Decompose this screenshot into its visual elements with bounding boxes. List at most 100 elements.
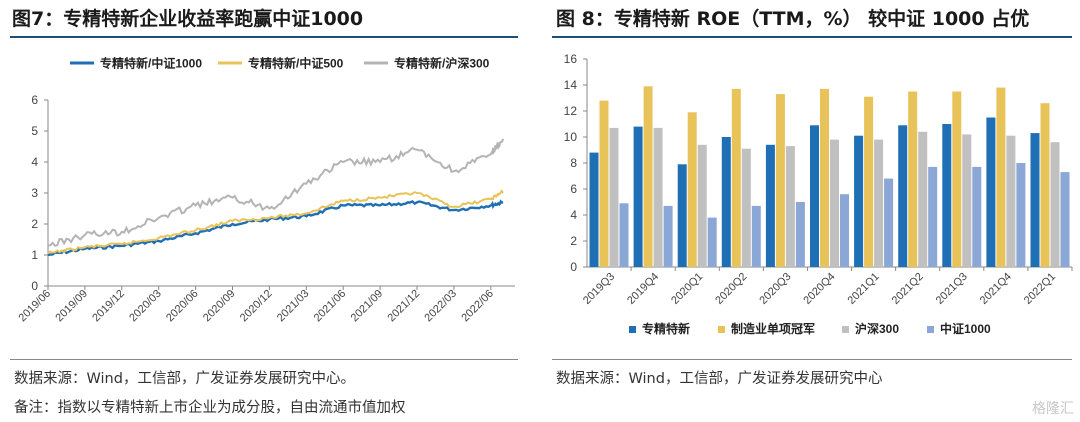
right-bar-0 — [898, 125, 908, 267]
left-series-line-2 — [47, 138, 505, 247]
left-x-tick-label: 2021/09 — [349, 288, 386, 325]
right-bar-2 — [962, 134, 972, 267]
right-bar-2 — [785, 146, 795, 267]
left-x-tick-label: 2019/06 — [17, 288, 54, 325]
left-bottom-rule — [10, 359, 518, 360]
right-bar-3 — [751, 205, 761, 267]
right-bar-1 — [643, 86, 653, 267]
left-x-tick-label: 2020/06 — [164, 288, 201, 325]
right-bar-1 — [820, 88, 829, 268]
right-x-tick-label: 2021Q4 — [978, 271, 1014, 307]
left-remark-note: 备注：指数以专精特新上市企业为成分股，自由流通市值加权 — [14, 400, 406, 416]
right-x-tick-label: 2020Q2 — [713, 271, 749, 307]
right-bar-2 — [874, 139, 884, 267]
right-bar-3 — [972, 166, 982, 267]
left-x-tick-label: 2020/12 — [238, 288, 275, 325]
right-y-tick-label: 16 — [564, 52, 578, 66]
right-x-tick-label: 2022Q1 — [1022, 271, 1058, 307]
left-title-rule — [10, 36, 518, 38]
right-bar-1 — [599, 100, 609, 267]
right-bar-3 — [840, 194, 849, 267]
right-bar-3 — [1060, 172, 1070, 267]
left-x-tick-label: 2020/09 — [201, 288, 238, 325]
right-title-rule — [552, 36, 1072, 38]
left-y-tick-label: 4 — [31, 155, 38, 169]
left-y-tick-label: 0 — [31, 279, 38, 293]
left-series-line-0 — [47, 199, 504, 257]
left-x-tick-label: 2022/06 — [459, 288, 496, 325]
right-bar-3 — [928, 166, 938, 267]
right-x-tick-label: 2020Q1 — [669, 271, 705, 307]
right-y-tick-label: 12 — [564, 104, 578, 118]
right-legend-swatch-0 — [629, 326, 636, 333]
left-y-tick-label: 3 — [31, 186, 38, 200]
right-x-tick-label: 2021Q3 — [934, 271, 970, 307]
right-bar-1 — [864, 96, 874, 267]
right-bar-0 — [721, 137, 731, 267]
left-y-tick-label: 6 — [31, 93, 38, 107]
right-y-tick-label: 2 — [570, 234, 577, 248]
right-figure-title: 图 8：专精特新 ROE（TTM，%） 较中证 1000 占优 — [556, 8, 1030, 30]
right-bar-0 — [677, 164, 687, 267]
right-legend-label-1: 制造业单项冠军 — [731, 321, 815, 336]
right-bar-0 — [765, 144, 775, 267]
right-bar-3 — [884, 178, 894, 267]
left-x-tick-label: 2021/03 — [275, 288, 312, 325]
left-x-tick-label: 2020/03 — [127, 288, 164, 325]
right-bar-2 — [1050, 142, 1060, 267]
right-x-tick-label: 2020Q4 — [801, 271, 837, 307]
left-x-tick-label: 2021/12 — [386, 288, 423, 325]
left-y-tick-label: 5 — [31, 124, 38, 138]
right-y-tick-label: 10 — [564, 130, 578, 144]
right-bar-1 — [908, 91, 918, 267]
right-bar-3 — [707, 217, 717, 267]
right-bar-0 — [810, 125, 819, 267]
right-bottom-rule — [552, 359, 1072, 360]
right-source-note: 数据来源：Wind，工信部，广发证券发展研究中心 — [556, 371, 883, 387]
right-bar-0 — [942, 124, 952, 267]
right-y-tick-label: 6 — [570, 182, 577, 196]
right-y-tick-label: 0 — [570, 260, 577, 274]
right-bar-1 — [952, 91, 962, 267]
left-y-tick-label: 1 — [31, 248, 38, 262]
right-bar-2 — [918, 131, 928, 267]
right-bar-0 — [986, 117, 996, 267]
right-legend-label-0: 专精特新 — [642, 321, 690, 336]
right-bar-2 — [1006, 135, 1016, 267]
right-bar-2 — [741, 148, 751, 267]
right-bar-1 — [996, 87, 1006, 267]
right-bar-0 — [1030, 133, 1040, 267]
right-y-tick-label: 8 — [570, 156, 577, 170]
right-y-tick-label: 4 — [570, 208, 577, 222]
right-legend-label-2: 沪深300 — [855, 321, 899, 336]
right-bar-3 — [1016, 163, 1026, 267]
right-x-tick-label: 2019Q3 — [581, 271, 617, 307]
right-bar-0 — [589, 152, 599, 267]
right-bar-1 — [775, 94, 785, 267]
right-legend-label-3: 中证1000 — [940, 321, 991, 336]
right-bar-2 — [697, 144, 707, 267]
right-legend-swatch-1 — [718, 326, 725, 333]
right-bar-3 — [619, 203, 629, 267]
right-bar-3 — [795, 202, 805, 267]
watermark-logo: 格隆汇 — [1032, 401, 1074, 417]
left-legend-label-2: 专精特新/沪深300 — [394, 56, 490, 71]
right-x-tick-label: 2021Q1 — [846, 271, 882, 307]
right-bar-3 — [663, 205, 673, 267]
left-y-tick-label: 2 — [31, 217, 38, 231]
right-bar-1 — [731, 88, 741, 268]
right-legend-swatch-3 — [927, 326, 934, 333]
right-bar-2 — [609, 127, 619, 268]
left-x-tick-label: 2019/09 — [53, 288, 90, 325]
right-y-tick-label: 14 — [564, 78, 578, 92]
right-x-tick-label: 2020Q3 — [757, 271, 793, 307]
right-x-tick-label: 2021Q2 — [890, 271, 926, 307]
right-bar-0 — [633, 126, 643, 267]
left-legend-label-1: 专精特新/中证500 — [248, 56, 344, 71]
left-series-line-1 — [47, 189, 504, 255]
left-legend-label-0: 专精特新/中证1000 — [100, 56, 202, 71]
right-bar-1 — [1040, 103, 1050, 267]
left-source-note: 数据来源：Wind，工信部，广发证券发展研究中心。 — [14, 371, 355, 387]
